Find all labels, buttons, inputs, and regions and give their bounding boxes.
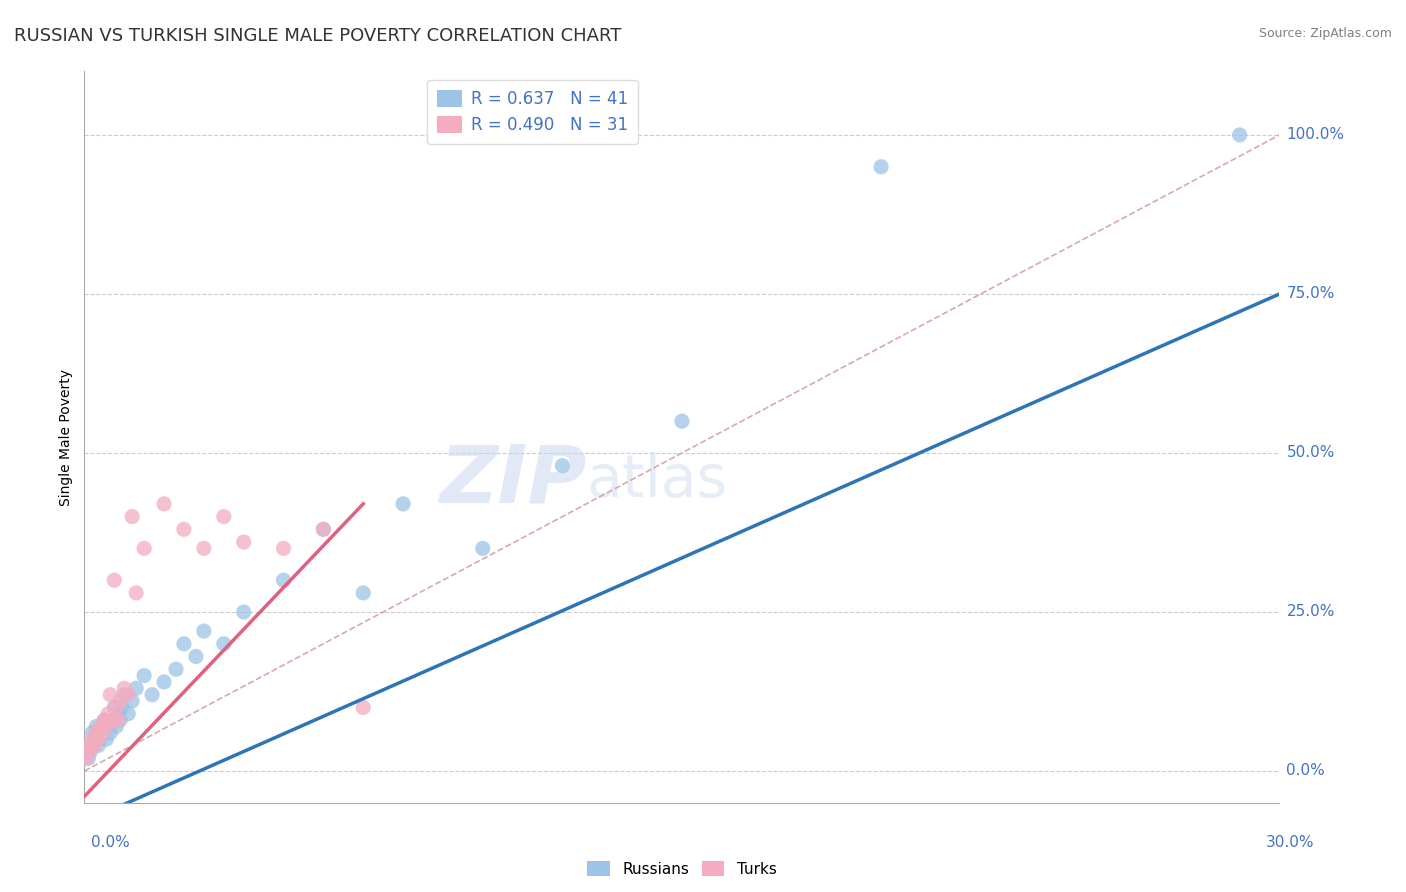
Point: [84, 719, 107, 733]
Point: [105, 700, 128, 714]
Point: [117, 688, 139, 702]
Point: [212, 637, 235, 651]
Point: [173, 522, 195, 536]
Point: [551, 458, 574, 473]
Point: [232, 605, 254, 619]
Point: [87, 739, 110, 753]
Point: [83, 739, 105, 753]
Point: [312, 522, 335, 536]
Point: [82, 726, 104, 740]
Text: ZIP: ZIP: [439, 442, 586, 520]
Legend: Russians, Turks: Russians, Turks: [581, 855, 783, 883]
Text: 0.0%: 0.0%: [91, 836, 131, 850]
Point: [870, 160, 893, 174]
Point: [93, 713, 115, 727]
Y-axis label: Single Male Poverty: Single Male Poverty: [59, 368, 73, 506]
Point: [184, 649, 207, 664]
Text: 50.0%: 50.0%: [1286, 445, 1334, 460]
Point: [112, 681, 135, 696]
Point: [273, 573, 295, 587]
Point: [105, 719, 128, 733]
Point: [103, 573, 125, 587]
Point: [77, 745, 100, 759]
Point: [98, 726, 121, 740]
Point: [392, 497, 415, 511]
Point: [273, 541, 295, 556]
Point: [141, 688, 163, 702]
Point: [77, 751, 100, 765]
Point: [79, 739, 101, 753]
Point: [107, 706, 129, 721]
Text: RUSSIAN VS TURKISH SINGLE MALE POVERTY CORRELATION CHART: RUSSIAN VS TURKISH SINGLE MALE POVERTY C…: [14, 27, 621, 45]
Point: [89, 719, 111, 733]
Point: [103, 700, 125, 714]
Text: 75.0%: 75.0%: [1286, 286, 1334, 301]
Point: [212, 509, 235, 524]
Point: [97, 706, 120, 721]
Point: [75, 751, 97, 765]
Point: [117, 706, 139, 721]
Point: [173, 637, 195, 651]
Point: [193, 541, 215, 556]
Point: [98, 688, 121, 702]
Text: 25.0%: 25.0%: [1286, 605, 1334, 619]
Point: [132, 541, 156, 556]
Point: [110, 694, 132, 708]
Point: [352, 586, 374, 600]
Point: [84, 726, 107, 740]
Point: [232, 535, 254, 549]
Text: 0.0%: 0.0%: [1286, 764, 1326, 779]
Point: [96, 719, 118, 733]
Text: 100.0%: 100.0%: [1286, 128, 1344, 143]
Point: [89, 732, 111, 747]
Point: [111, 700, 134, 714]
Text: atlas: atlas: [586, 452, 727, 509]
Text: Source: ZipAtlas.com: Source: ZipAtlas.com: [1258, 27, 1392, 40]
Point: [93, 713, 115, 727]
Point: [471, 541, 494, 556]
Point: [87, 732, 110, 747]
Point: [165, 662, 187, 676]
Point: [153, 497, 176, 511]
Text: 30.0%: 30.0%: [1267, 836, 1315, 850]
Point: [671, 414, 693, 428]
Point: [125, 681, 148, 696]
Point: [101, 713, 124, 727]
Point: [125, 586, 148, 600]
Point: [101, 713, 124, 727]
Point: [110, 713, 132, 727]
Point: [312, 522, 335, 536]
Point: [82, 739, 104, 753]
Point: [1229, 128, 1251, 142]
Point: [107, 713, 129, 727]
Point: [132, 668, 156, 682]
Point: [97, 719, 120, 733]
Point: [193, 624, 215, 638]
Point: [352, 700, 374, 714]
Point: [91, 726, 114, 740]
Point: [121, 694, 143, 708]
Point: [112, 688, 135, 702]
Point: [82, 732, 104, 747]
Point: [121, 509, 143, 524]
Point: [83, 732, 105, 747]
Point: [91, 726, 114, 740]
Point: [153, 675, 176, 690]
Point: [96, 732, 118, 747]
Point: [79, 745, 101, 759]
